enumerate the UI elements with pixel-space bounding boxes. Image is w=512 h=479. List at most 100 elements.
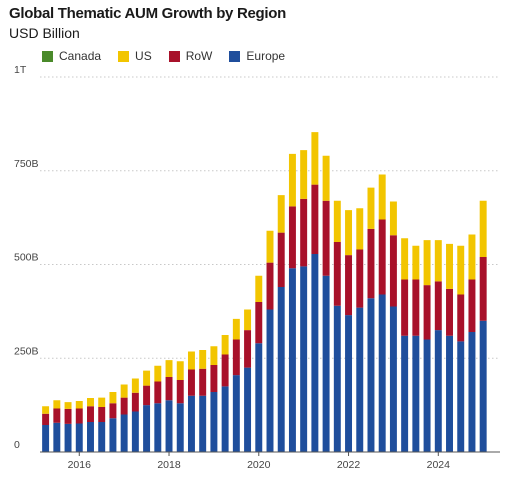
bar-europe — [468, 332, 476, 452]
bar-us — [345, 210, 353, 256]
bar-europe — [87, 422, 94, 452]
bar-europe — [255, 343, 263, 452]
bar-europe — [266, 309, 274, 452]
bar-europe — [345, 315, 353, 452]
legend-label-canada: Canada — [59, 49, 102, 63]
bar-us — [64, 402, 72, 409]
bar-europe — [300, 266, 308, 452]
bar-europe — [143, 405, 151, 452]
bar-europe — [457, 341, 465, 452]
y-tick-label: 1T — [14, 64, 27, 76]
bar-row — [401, 279, 409, 336]
bar-row — [322, 200, 330, 276]
bar-row — [389, 235, 397, 307]
bar-us — [143, 370, 151, 386]
bar-row — [165, 377, 173, 401]
bar-row — [457, 294, 465, 342]
bar-europe — [333, 305, 341, 452]
x-tick-label: 2016 — [68, 459, 92, 471]
bar-us — [165, 360, 173, 377]
bar-us — [434, 240, 442, 282]
x-tick-label: 2020 — [247, 459, 271, 471]
bar-europe — [131, 411, 139, 452]
bar-row — [378, 219, 386, 295]
bar-row — [221, 354, 229, 387]
bar-europe — [401, 335, 409, 452]
bar-row — [423, 285, 431, 340]
bar-europe — [277, 287, 285, 452]
bar-row — [232, 339, 240, 376]
bar-us — [98, 397, 106, 407]
bar-row — [64, 408, 72, 424]
bar-row — [131, 392, 139, 412]
bar-row — [210, 365, 218, 392]
bar-row — [446, 288, 453, 336]
legend-swatch-row — [168, 50, 180, 62]
legend: Canada US RoW Europe — [42, 49, 302, 63]
bar-row — [356, 249, 364, 308]
bar-us — [446, 243, 453, 289]
bar-us — [176, 361, 184, 380]
bar-row — [367, 228, 375, 299]
bar-europe — [75, 423, 83, 452]
bar-row — [187, 369, 195, 396]
bar-europe — [423, 339, 431, 452]
bar-row — [266, 262, 274, 310]
bar-row — [98, 407, 106, 422]
bar-europe — [244, 367, 252, 452]
bar-us — [389, 201, 397, 236]
bar-row — [143, 385, 151, 406]
bar-row — [311, 184, 319, 254]
bar-europe — [288, 268, 296, 452]
bar-row — [154, 381, 162, 404]
y-tick-label: 500B — [14, 252, 39, 264]
bar-us — [288, 153, 296, 207]
bar-us — [199, 350, 207, 369]
legend-swatch-europe — [229, 50, 241, 62]
bar-us — [468, 234, 476, 280]
bar-us — [356, 208, 364, 250]
bar-us — [232, 318, 240, 340]
bar-europe — [378, 294, 386, 452]
bar-row — [479, 257, 487, 321]
bar-us — [42, 406, 50, 414]
bar-europe — [120, 414, 128, 452]
bar-row — [288, 206, 296, 269]
bar-europe — [42, 425, 50, 452]
bar-row — [109, 403, 117, 419]
bar-europe — [109, 418, 117, 452]
bar-row — [176, 380, 184, 404]
bar-europe — [165, 400, 173, 452]
bar-europe — [98, 422, 106, 452]
bar-us — [378, 174, 386, 220]
y-tick-label: 0 — [14, 439, 20, 451]
bar-europe — [322, 275, 330, 452]
bar-europe — [446, 335, 453, 452]
bar-row — [277, 232, 285, 287]
bar-us — [221, 335, 229, 355]
bar-row — [120, 397, 128, 415]
bar-us — [244, 309, 252, 331]
bar-us — [53, 400, 61, 409]
bar-us — [154, 365, 162, 382]
bar-us — [322, 155, 330, 201]
bar-europe — [367, 298, 375, 452]
legend-item-europe: Europe — [229, 49, 285, 63]
bar-us — [457, 245, 465, 295]
bar-us — [87, 398, 94, 407]
chart-subtitle: USD Billion — [9, 25, 80, 41]
bar-europe — [311, 254, 319, 452]
bar-us — [120, 384, 128, 398]
bar-row — [345, 255, 353, 316]
bar-europe — [356, 307, 364, 452]
bar-us — [412, 245, 420, 280]
bar-row — [333, 242, 341, 306]
bar-europe — [154, 403, 162, 452]
bar-us — [131, 378, 139, 393]
bar-europe — [199, 395, 207, 452]
bar-us — [423, 240, 431, 286]
bar-us — [187, 351, 195, 370]
legend-swatch-us — [118, 50, 130, 62]
bar-us — [75, 401, 83, 409]
